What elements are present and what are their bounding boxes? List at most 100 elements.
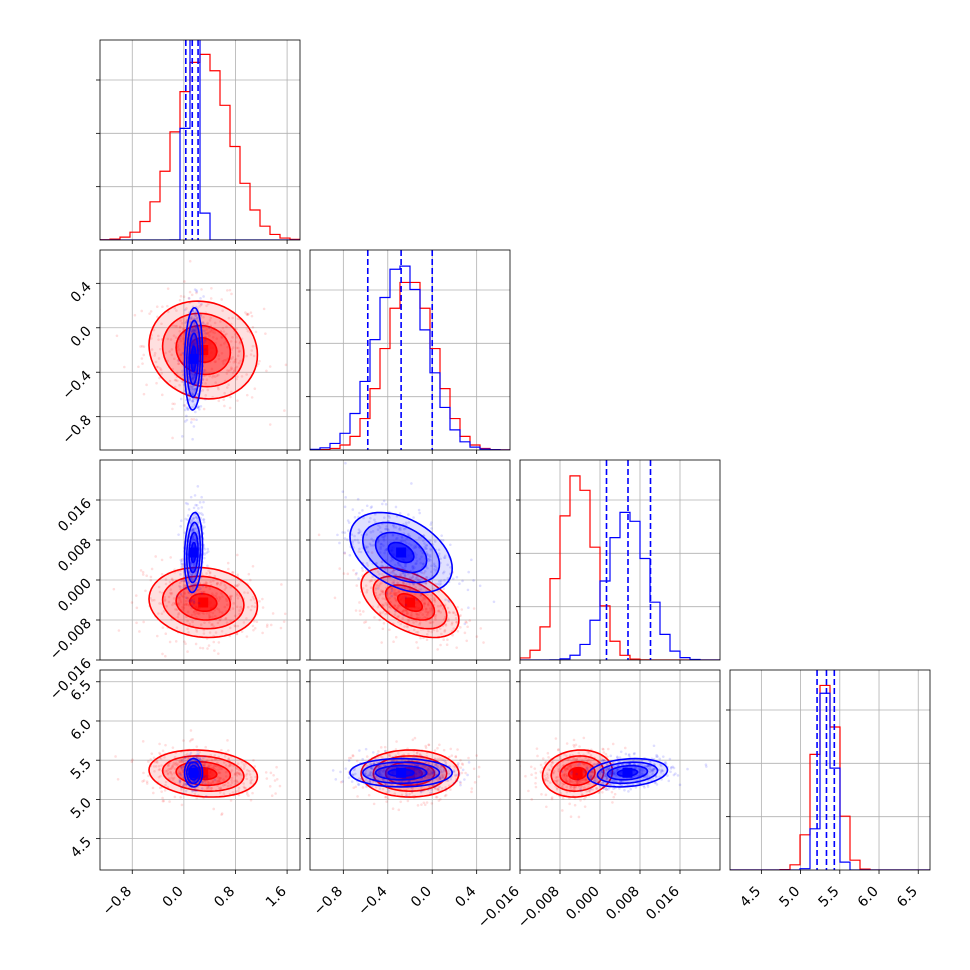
scatter-point xyxy=(194,328,198,331)
scatter-point xyxy=(557,769,560,773)
scatter-point xyxy=(213,331,216,335)
contour-line xyxy=(360,749,460,798)
scatter-point xyxy=(409,569,413,573)
scatter-point xyxy=(541,766,544,769)
scatter-point xyxy=(398,783,402,787)
scatter-point xyxy=(203,525,206,529)
scatter-point xyxy=(194,341,197,345)
scatter-point xyxy=(173,385,177,389)
scatter-point xyxy=(206,388,210,392)
scatter-point xyxy=(437,609,441,613)
scatter-point xyxy=(390,557,394,560)
scatter-point xyxy=(334,778,338,781)
scatter-point xyxy=(535,747,539,750)
scatter-point xyxy=(382,539,386,542)
scatter-point xyxy=(611,801,614,804)
scatter-point xyxy=(404,608,408,612)
scatter-point xyxy=(419,549,423,553)
scatter-point xyxy=(403,567,407,571)
scatter-point xyxy=(174,762,177,766)
scatter-point xyxy=(213,321,217,325)
scatter-point xyxy=(433,568,436,571)
scatter-point xyxy=(401,566,404,569)
scatter-point xyxy=(213,360,217,364)
scatter-point xyxy=(226,781,230,785)
scatter-point xyxy=(444,793,448,797)
scatter-point xyxy=(228,406,232,410)
scatter-point xyxy=(233,779,236,783)
scatter-point xyxy=(424,744,428,748)
scatter-point xyxy=(234,357,238,361)
scatter-point xyxy=(226,345,229,349)
scatter-point xyxy=(572,743,576,747)
scatter-point xyxy=(211,611,215,615)
scatter-point xyxy=(192,563,196,566)
scatter-point xyxy=(456,748,459,751)
scatter-point xyxy=(407,752,410,756)
scatter-point xyxy=(192,425,196,428)
scatter-point xyxy=(383,551,386,555)
scatter-point xyxy=(183,280,186,283)
scatter-point xyxy=(459,781,462,785)
scatter-point xyxy=(258,359,261,363)
scatter-point xyxy=(392,523,395,527)
scatter-point xyxy=(384,502,388,506)
scatter-point xyxy=(429,621,433,624)
scatter-point xyxy=(565,754,568,758)
scatter-point xyxy=(333,596,337,600)
scatter-point xyxy=(191,374,194,377)
scatter-point xyxy=(556,748,560,752)
scatter-point xyxy=(252,354,256,358)
scatter-point xyxy=(448,600,451,603)
scatter-point xyxy=(569,765,572,768)
scatter-point xyxy=(427,603,430,607)
scatter-point xyxy=(339,770,342,774)
scatter-point xyxy=(237,789,240,792)
scatter-point xyxy=(425,607,428,611)
scatter-point xyxy=(205,551,208,555)
scatter-point xyxy=(194,314,198,317)
scatter-point xyxy=(407,521,411,524)
scatter-point xyxy=(589,760,592,764)
scatter-point xyxy=(164,770,168,773)
x-tick-label: −0.8 xyxy=(100,884,135,919)
scatter-point xyxy=(196,518,199,521)
scatter-point xyxy=(249,598,253,602)
scatter-point xyxy=(228,626,232,630)
scatter-point xyxy=(190,385,194,389)
scatter-point xyxy=(213,778,217,782)
scatter-point xyxy=(222,761,226,764)
scatter-point xyxy=(223,404,226,408)
scatter-point xyxy=(438,775,441,778)
scatter-point xyxy=(192,375,195,379)
scatter-point xyxy=(163,595,166,599)
scatter-point xyxy=(387,605,391,609)
scatter-point xyxy=(385,603,389,607)
scatter-point xyxy=(389,559,393,563)
scatter-point xyxy=(369,530,373,534)
scatter-point xyxy=(188,571,191,574)
scatter-point xyxy=(152,598,156,602)
scatter-point xyxy=(388,592,392,595)
scatter-point xyxy=(317,533,321,537)
scatter-point xyxy=(152,765,156,768)
scatter-point xyxy=(186,406,189,410)
scatter-point xyxy=(380,560,384,564)
scatter-point xyxy=(141,780,144,783)
scatter-point xyxy=(565,774,569,778)
scatter-point xyxy=(411,566,415,570)
scatter-point xyxy=(181,563,185,566)
scatter-point xyxy=(217,357,221,361)
scatter-point xyxy=(222,398,225,401)
scatter-point xyxy=(199,623,203,626)
scatter-point xyxy=(220,351,224,355)
scatter-point xyxy=(520,764,521,768)
hist-3 xyxy=(730,670,930,870)
scatter-point xyxy=(219,583,222,586)
scatter-point xyxy=(438,580,441,583)
scatter-point xyxy=(423,602,426,606)
scatter-point xyxy=(423,765,427,769)
scatter-point xyxy=(185,307,188,310)
scatter-point xyxy=(234,340,238,344)
scatter-point xyxy=(158,751,161,755)
